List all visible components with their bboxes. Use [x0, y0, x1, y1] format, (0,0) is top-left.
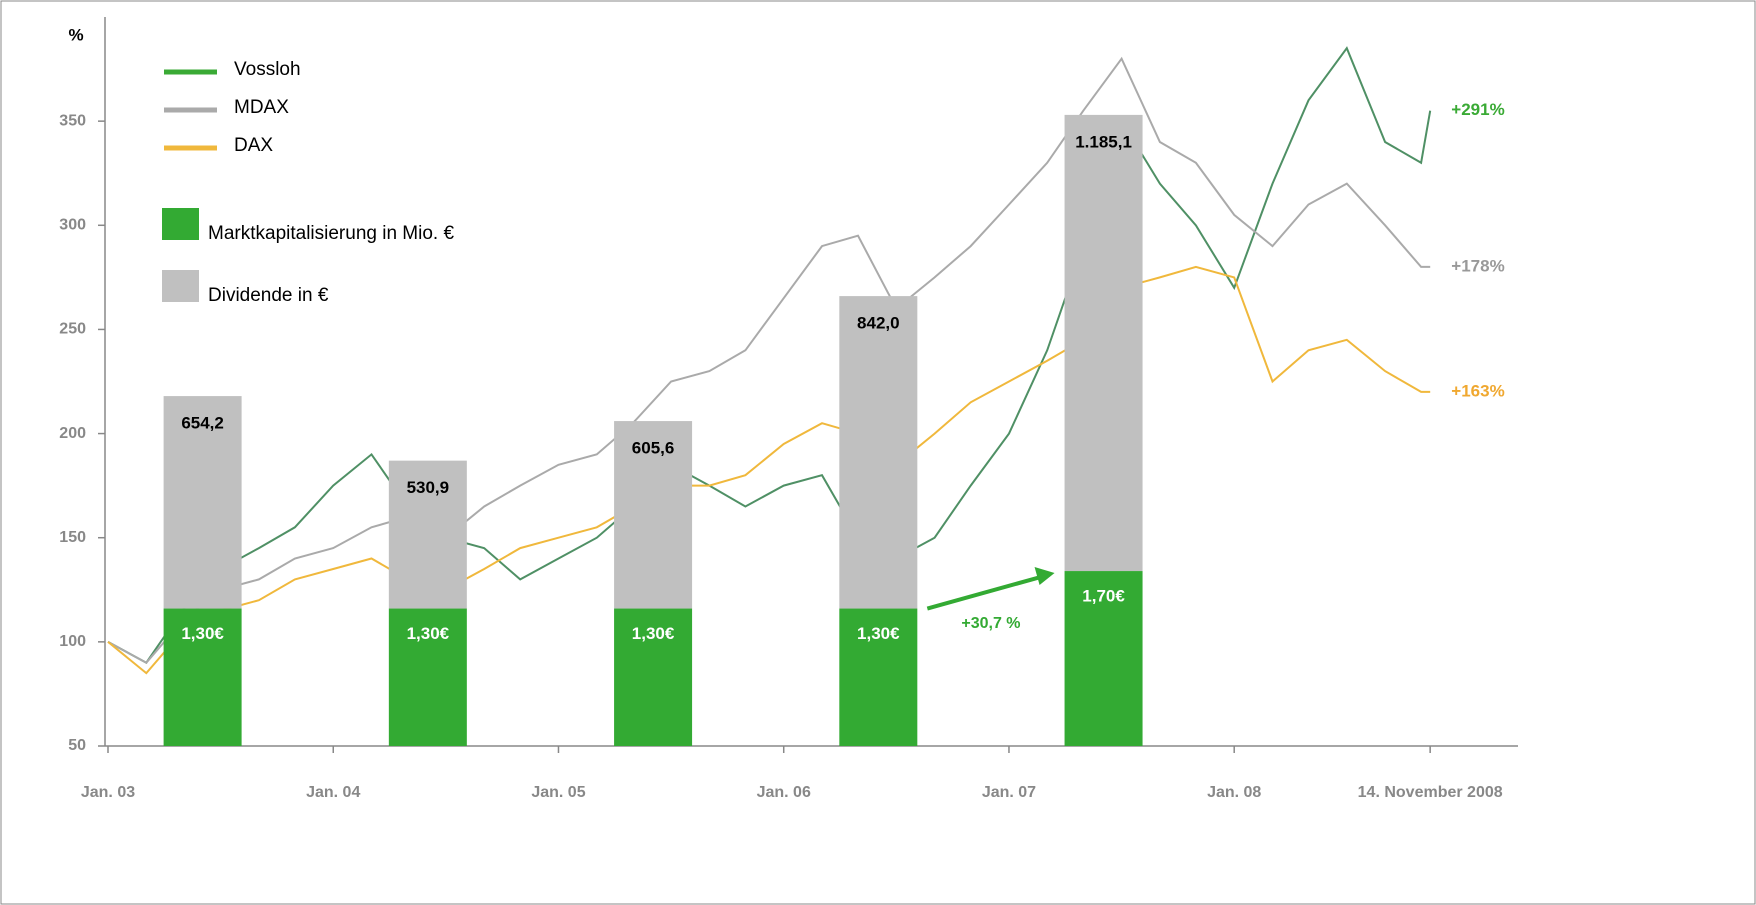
bar: [163, 608, 242, 746]
bar-label: 1.185,1: [1075, 132, 1132, 151]
bar-label: 1,70€: [1082, 587, 1125, 606]
bar-label: 530,9: [407, 478, 450, 497]
y-axis-label: %: [68, 25, 83, 44]
bar-label: 1,30€: [181, 624, 224, 643]
x-tick-label: Jan. 05: [531, 784, 585, 801]
x-tick-label: Jan. 07: [982, 784, 1036, 801]
series-line: [107, 46, 1432, 665]
bar: [1064, 571, 1143, 746]
arrow-line: [926, 575, 1042, 611]
bar-label: 1,30€: [857, 624, 900, 643]
bar: [388, 460, 467, 609]
series-line: [107, 265, 1431, 675]
bar: [163, 396, 242, 609]
bar-label: 842,0: [857, 314, 900, 333]
bar: [839, 608, 918, 746]
y-tick-label: 350: [59, 112, 86, 129]
bar-label: 654,2: [181, 414, 224, 433]
y-tick-label: 150: [59, 529, 86, 546]
end-label: +291%: [1451, 100, 1504, 119]
x-tick-label: Jan. 06: [757, 784, 811, 801]
series-line: [107, 56, 1431, 664]
legend-label: MDAX: [234, 97, 289, 118]
annotation: +30,7 %: [961, 615, 1020, 632]
legend-label: Dividende in €: [208, 285, 329, 306]
x-tick-label: Jan. 03: [81, 784, 135, 801]
y-tick-label: 100: [59, 633, 86, 650]
bar: [1064, 114, 1143, 572]
arrow-head: [1034, 567, 1055, 586]
bar: [388, 608, 467, 746]
y-tick-label: 300: [59, 217, 86, 234]
bar-label: 605,6: [632, 439, 675, 458]
bar: [614, 421, 693, 609]
x-tick-label: Jan. 08: [1207, 784, 1261, 801]
bar: [839, 296, 918, 609]
end-label: +163%: [1451, 381, 1504, 400]
y-tick-label: 250: [59, 321, 86, 338]
legend-label: Marktkapitalisierung in Mio. €: [208, 223, 454, 244]
legend-swatch: [162, 270, 199, 302]
y-tick-label: 50: [68, 737, 86, 754]
legend-swatch: [162, 208, 199, 240]
bar: [614, 608, 693, 746]
legend-label: Vossloh: [234, 59, 301, 80]
y-tick-label: 200: [59, 425, 86, 442]
bar-label: 1,30€: [407, 624, 450, 643]
end-label: +178%: [1451, 256, 1504, 275]
legend-label: DAX: [234, 135, 273, 156]
bar-label: 1,30€: [632, 624, 675, 643]
x-tick-label: 14. November 2008: [1358, 784, 1503, 801]
x-tick-label: Jan. 04: [306, 784, 360, 801]
